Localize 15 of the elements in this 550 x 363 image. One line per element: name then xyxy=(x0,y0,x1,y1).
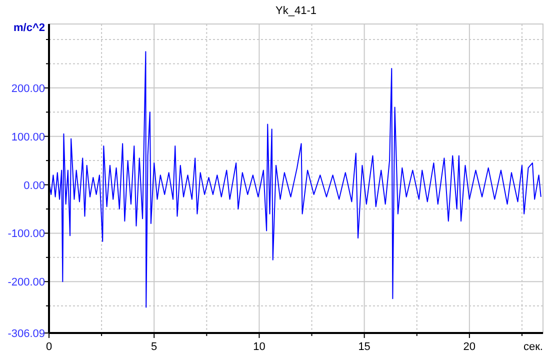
x-tick-label: 0 xyxy=(46,341,52,353)
y-tick-label: 200.00 xyxy=(11,82,45,95)
y-axis-title: m/c^2 xyxy=(14,22,45,34)
y-tick-label: 0.00 xyxy=(24,180,45,192)
x-tick-label: 5 xyxy=(151,341,158,353)
x-tick-label: 20 xyxy=(463,341,476,353)
x-tick-label: 10 xyxy=(253,341,266,353)
y-tick-label: -100.00 xyxy=(8,228,45,240)
y-tick-label: -200.00 xyxy=(8,276,45,289)
line-series xyxy=(49,51,542,308)
chart-title: Yk_41-1 xyxy=(276,5,316,17)
x-axis-title: сек. xyxy=(524,341,543,353)
x-tick-label: 15 xyxy=(358,341,370,353)
y-tick-label: 100.00 xyxy=(11,131,45,144)
y-tick-label: -306.09 xyxy=(8,328,45,340)
